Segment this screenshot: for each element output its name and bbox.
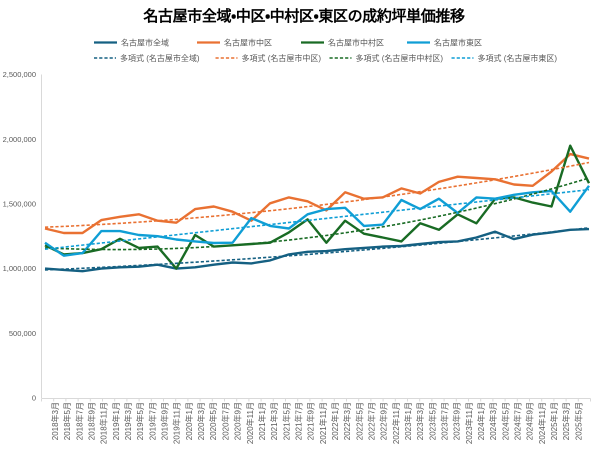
svg-text:2024年7月: 2024年7月 (513, 402, 523, 440)
svg-text:2021年9月: 2021年9月 (306, 402, 316, 440)
svg-text:1,500,000: 1,500,000 (3, 200, 36, 209)
svg-text:2019年3月: 2019年3月 (123, 402, 133, 440)
svg-text:2025年1月: 2025年1月 (549, 402, 559, 440)
svg-text:2021年7月: 2021年7月 (293, 402, 303, 440)
svg-text:2019年5月: 2019年5月 (135, 402, 145, 440)
svg-text:2018年7月: 2018年7月 (74, 402, 84, 440)
svg-text:0: 0 (32, 394, 36, 403)
svg-text:2023年5月: 2023年5月 (427, 402, 437, 440)
svg-text:2021年1月: 2021年1月 (257, 402, 267, 440)
svg-text:名古屋市中区: 名古屋市中区 (224, 38, 272, 48)
svg-text:2024年5月: 2024年5月 (500, 402, 510, 440)
svg-text:2021年5月: 2021年5月 (281, 402, 291, 440)
svg-text:2023年3月: 2023年3月 (415, 402, 425, 440)
svg-text:2019年7月: 2019年7月 (147, 402, 157, 440)
svg-text:多項式 (名古屋市中村区): 多項式 (名古屋市中村区) (356, 53, 444, 63)
svg-text:2025年3月: 2025年3月 (561, 402, 571, 440)
svg-text:名古屋市東区: 名古屋市東区 (434, 38, 482, 48)
svg-text:2023年11月: 2023年11月 (464, 402, 474, 444)
svg-text:1,000,000: 1,000,000 (3, 264, 36, 273)
svg-text:2025年5月: 2025年5月 (573, 402, 583, 440)
svg-text:2020年1月: 2020年1月 (184, 402, 194, 440)
svg-text:2022年3月: 2022年3月 (342, 402, 352, 440)
svg-text:名古屋市全域: 名古屋市全域 (121, 38, 169, 48)
svg-text:2,500,000: 2,500,000 (3, 70, 36, 79)
svg-text:2024年9月: 2024年9月 (525, 402, 535, 440)
svg-text:名古屋市中村区: 名古屋市中村区 (328, 38, 384, 48)
svg-text:2024年3月: 2024年3月 (488, 402, 498, 440)
svg-text:2018年3月: 2018年3月 (50, 402, 60, 440)
svg-text:2020年9月: 2020年9月 (233, 402, 243, 440)
svg-text:2023年7月: 2023年7月 (440, 402, 450, 440)
svg-text:多項式 (名古屋市中区): 多項式 (名古屋市中区) (242, 53, 322, 63)
svg-text:2022年5月: 2022年5月 (354, 402, 364, 440)
svg-text:2022年11月: 2022年11月 (391, 402, 401, 444)
svg-text:2022年9月: 2022年9月 (379, 402, 389, 440)
svg-text:2023年9月: 2023年9月 (452, 402, 462, 440)
svg-text:2020年5月: 2020年5月 (208, 402, 218, 440)
svg-text:500,000: 500,000 (9, 329, 36, 338)
svg-text:2018年11月: 2018年11月 (99, 402, 109, 444)
svg-text:多項式 (名古屋市全域): 多項式 (名古屋市全域) (120, 53, 200, 63)
svg-text:2021年3月: 2021年3月 (269, 402, 279, 440)
svg-text:2021年11月: 2021年11月 (318, 402, 328, 444)
svg-text:2018年9月: 2018年9月 (87, 402, 97, 440)
svg-text:2022年1月: 2022年1月 (330, 402, 340, 440)
svg-text:2023年1月: 2023年1月 (403, 402, 413, 440)
svg-text:2020年11月: 2020年11月 (245, 402, 255, 444)
svg-text:2020年3月: 2020年3月 (196, 402, 206, 440)
svg-text:2019年1月: 2019年1月 (111, 402, 121, 440)
svg-text:多項式 (名古屋市東区): 多項式 (名古屋市東区) (478, 53, 558, 63)
svg-text:2022年7月: 2022年7月 (367, 402, 377, 440)
svg-text:名古屋市全域・中区・中村区・東区の成約坪単価推移: 名古屋市全域・中区・中村区・東区の成約坪単価推移 (142, 7, 465, 25)
svg-text:2024年1月: 2024年1月 (476, 402, 486, 440)
svg-text:2024年11月: 2024年11月 (537, 402, 547, 444)
svg-text:2019年9月: 2019年9月 (160, 402, 170, 440)
svg-text:2019年11月: 2019年11月 (172, 402, 182, 444)
svg-text:2018年5月: 2018年5月 (62, 402, 72, 440)
svg-text:2020年7月: 2020年7月 (220, 402, 230, 440)
svg-text:2,000,000: 2,000,000 (3, 135, 36, 144)
